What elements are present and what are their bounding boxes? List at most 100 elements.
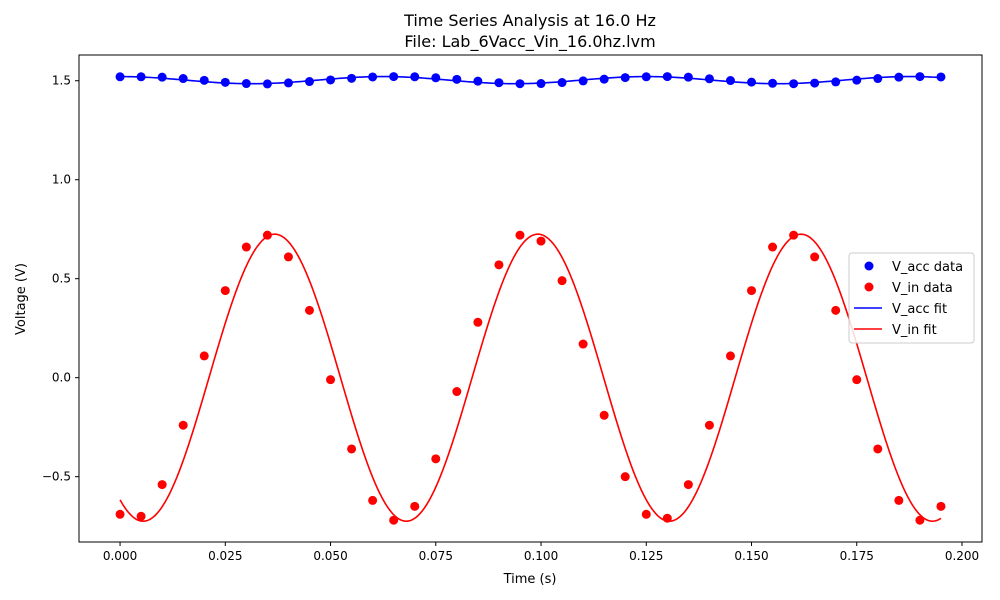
v-acc-data-point [747, 77, 757, 87]
v-acc-data-point [283, 78, 293, 88]
v-acc-data-point [936, 72, 946, 82]
plot-area [79, 55, 982, 542]
v-in-data-point [578, 339, 588, 349]
x-tick-label: 0.100 [524, 549, 558, 563]
v-acc-fit-line [120, 75, 941, 85]
v-in-data-point [494, 260, 504, 270]
axes-frame [78, 54, 983, 543]
v-in-data-point [789, 230, 799, 240]
v-in-data-point [220, 286, 230, 296]
v-in-data-point [662, 513, 672, 523]
v-in-data-point [410, 501, 420, 511]
v-acc-data-point [220, 77, 230, 87]
v-in-data-point [831, 305, 841, 315]
v-in-data-point [810, 252, 820, 262]
legend-label-v-in-fit: V_in fit [892, 323, 937, 338]
x-tick-label: 0.150 [734, 549, 768, 563]
v-acc-data-point [515, 79, 525, 89]
v-acc-data-point [115, 72, 125, 82]
v-in-data-point [683, 480, 693, 490]
y-tick-label: 1.5 [52, 74, 71, 88]
v-acc-data-point [768, 78, 778, 88]
v-in-data-point [599, 410, 609, 420]
v-in-data-point [157, 480, 167, 490]
v-acc-data-point [578, 76, 588, 86]
v-in-data-point [431, 454, 441, 464]
v-acc-data-point [368, 72, 378, 82]
v-acc-data-point [347, 73, 357, 83]
legend: V_acc data V_in data V_acc fit V_in fit [848, 252, 975, 344]
v-in-data-point [199, 351, 209, 361]
v-acc-data-point [431, 73, 441, 83]
v-in-data-point [852, 375, 862, 385]
v-acc-data-point [157, 72, 167, 82]
v-acc-data-point [620, 73, 630, 83]
v-acc-data-point [304, 77, 314, 87]
x-tick-label: 0.075 [419, 549, 453, 563]
v-in-data-point [873, 444, 883, 454]
v-acc-data-point [199, 75, 209, 85]
v-acc-data-point [326, 75, 336, 85]
axes [78, 54, 983, 543]
v-in-data-point [452, 387, 462, 397]
v-acc-data-point [410, 72, 420, 82]
v-in-data-point [768, 242, 778, 252]
v-in-data-point [725, 351, 735, 361]
v-in-fit-line [119, 233, 942, 523]
v-in-data-point [136, 511, 146, 521]
fit-lines [119, 75, 942, 523]
x-axis-label: Time (s) [503, 572, 557, 587]
data-points [115, 72, 946, 525]
legend-marker-v-in-data [864, 282, 874, 292]
v-acc-data-point [241, 79, 251, 89]
y-axis-label: Voltage (V) [14, 263, 29, 335]
v-in-data-point [536, 236, 546, 246]
v-acc-data-point [789, 79, 799, 89]
v-in-data-point [368, 495, 378, 505]
v-in-data-point [115, 509, 125, 519]
v-in-data-point [515, 230, 525, 240]
v-in-data-point [473, 317, 483, 327]
v-acc-data-point [831, 77, 841, 87]
v-in-data-point [747, 286, 757, 296]
chart-subtitle: File: Lab_6Vacc_Vin_16.0hz.lvm [404, 32, 655, 52]
legend-label-v-acc-fit: V_acc fit [892, 302, 947, 317]
v-in-data-point [304, 305, 314, 315]
y-tick-label: −0.5 [42, 470, 71, 484]
v-in-data-point [389, 515, 399, 525]
v-in-data-point [241, 242, 251, 252]
v-acc-data-point [536, 79, 546, 89]
ticks: 0.000 0.025 0.050 0.075 0.100 0.125 0.150 0.175… [42, 74, 979, 563]
v-acc-data-point [894, 72, 904, 82]
v-acc-data-point [178, 74, 188, 84]
x-tick-label: 0.050 [313, 549, 347, 563]
v-in-data-point [283, 252, 293, 262]
y-tick-label: 0.5 [52, 272, 71, 286]
v-in-data-point [894, 495, 904, 505]
v-acc-data-point [810, 78, 820, 88]
v-in-data-point [641, 509, 651, 519]
legend-label-v-in-data: V_in data [892, 281, 953, 296]
legend-label-v-acc-data: V_acc data [892, 260, 963, 275]
v-in-data-point [915, 515, 925, 525]
v-acc-data-point [494, 78, 504, 88]
y-tick-label: 0.0 [52, 371, 71, 385]
v-acc-data-point [873, 74, 883, 84]
v-in-data-point [936, 501, 946, 511]
v-acc-data-point [262, 79, 272, 89]
legend-marker-v-acc-data [864, 261, 874, 271]
v-acc-data-point [473, 76, 483, 86]
v-acc-data-point [852, 75, 862, 85]
x-tick-label: 0.000 [103, 549, 137, 563]
v-acc-data-point [599, 74, 609, 84]
v-acc-data-point [452, 74, 462, 84]
x-tick-label: 0.125 [629, 549, 663, 563]
plot-background [79, 55, 982, 542]
legend-box [848, 252, 975, 344]
x-tick-label: 0.200 [945, 549, 979, 563]
chart-title: Time Series Analysis at 16.0 Hz [403, 11, 656, 30]
v-in-data-point [557, 276, 567, 286]
v-in-data-point [262, 230, 272, 240]
v-in-data-point [178, 420, 188, 430]
